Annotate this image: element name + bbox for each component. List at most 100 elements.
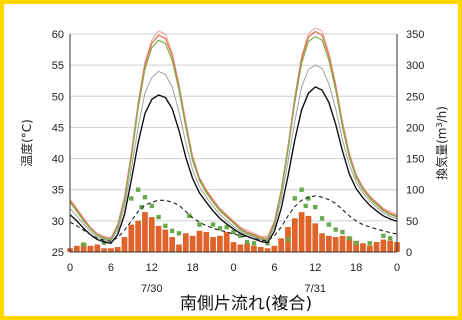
ventilation-bar [162, 229, 169, 252]
green-marker [142, 194, 148, 200]
green-marker [238, 233, 243, 239]
date-label: 7/31 [305, 283, 326, 295]
ventilation-bar [182, 233, 189, 252]
y-right-tick-label: 150 [406, 154, 424, 166]
ventilation-bar [326, 235, 332, 252]
ventilation-bar [305, 215, 312, 252]
ventilation-bar [264, 248, 271, 252]
ventilation-bar [73, 245, 80, 252]
ventilation-bar [155, 225, 162, 252]
green-marker [135, 187, 141, 192]
temperature-line [69, 30, 398, 240]
ventilation-bar [108, 248, 114, 252]
green-marker [367, 241, 372, 246]
ventilation-bar [148, 217, 155, 252]
ventilation-bar [278, 238, 285, 252]
green-marker [381, 233, 386, 239]
y-left-tick-label: 25 [52, 247, 64, 259]
y-left-tick-label: 60 [52, 29, 64, 41]
y-left-tick-label: 35 [52, 185, 64, 197]
x-tick-label: 0 [67, 262, 73, 274]
ventilation-bar [80, 243, 87, 252]
ventilation-bar [271, 245, 278, 252]
y-axis-right-label: 換気量(m3/h) [434, 106, 449, 180]
green-marker [197, 222, 202, 227]
ventilation-bar [176, 244, 182, 252]
ventilation-bar [223, 232, 230, 252]
y-right-tick-label: 50 [406, 216, 418, 228]
green-marker [306, 196, 311, 201]
green-marker [303, 203, 308, 209]
y-right-label-main: 換気量(m [434, 128, 449, 180]
x-tick-label: 0 [230, 262, 236, 274]
ventilation-bar [257, 247, 264, 252]
y-right-tick-label: 250 [406, 91, 424, 103]
green-marker [313, 204, 318, 210]
ventilation-bar [128, 224, 135, 252]
ventilation-bar [196, 230, 203, 252]
y-right-tick-label: 0 [406, 247, 412, 259]
green-marker [231, 229, 236, 235]
green-marker [299, 187, 304, 192]
date-label: 7/30 [141, 283, 162, 295]
ventilation-bar [114, 247, 121, 252]
green-marker [387, 236, 393, 241]
green-marker [353, 241, 359, 246]
y-axis-left-label: 温度(°C) [19, 119, 34, 167]
ventilation-bar [244, 243, 250, 252]
ventilation-bar [230, 242, 237, 252]
x-tick-label: 18 [187, 262, 199, 274]
y-right-tick-label: 200 [406, 122, 424, 134]
x-tick-label: 12 [146, 262, 158, 274]
green-marker [139, 204, 144, 210]
ventilation-bar [203, 232, 210, 252]
ventilation-bar [101, 248, 107, 252]
ventilation-bar [312, 223, 319, 252]
green-marker [251, 241, 257, 246]
axes [69, 34, 398, 253]
temperature-line [69, 195, 398, 242]
green-marker [347, 236, 352, 241]
ventilation-bar [217, 235, 223, 252]
y-left-tick-label: 50 [52, 91, 64, 103]
chart-title: 南側片流れ(複合) [180, 294, 312, 314]
y-left-tick-label: 45 [52, 122, 64, 134]
green-marker [217, 226, 223, 231]
ventilation-bar [346, 237, 353, 252]
green-marker [163, 223, 168, 229]
ventilation-bar [339, 235, 346, 252]
green-marker [129, 196, 134, 201]
green-marker [333, 227, 338, 232]
ventilation-bar [169, 237, 176, 252]
ventilation-bar [189, 235, 196, 252]
green-marker [187, 213, 192, 219]
ventilation-bar [135, 220, 141, 252]
ventilation-bar [251, 245, 257, 252]
temperature-lines [69, 27, 398, 245]
y-left-tick-label: 40 [52, 154, 64, 166]
ventilation-bar [142, 212, 148, 252]
y-right-tick-label: 300 [406, 60, 424, 72]
green-marker [244, 239, 250, 245]
green-marker [326, 222, 332, 227]
green-marker [81, 242, 86, 247]
ventilation-bar [319, 233, 325, 252]
ventilation-bar [121, 237, 128, 252]
green-marker [149, 203, 154, 209]
x-tick-label: 6 [271, 262, 277, 274]
ventilation-bar [332, 237, 339, 252]
ventilation-bar [291, 218, 298, 252]
green-marker [176, 231, 182, 236]
green-marker [210, 222, 216, 227]
y-right-label-superscript: 3 [435, 122, 444, 127]
x-tick-label: 0 [394, 262, 400, 274]
ventilation-bar [87, 245, 94, 252]
y-right-tick-label: 100 [406, 185, 424, 197]
green-marker [319, 216, 325, 221]
y-left-tick-label: 55 [52, 60, 64, 72]
ventilation-bar [210, 237, 216, 252]
temperature-line [69, 64, 398, 242]
